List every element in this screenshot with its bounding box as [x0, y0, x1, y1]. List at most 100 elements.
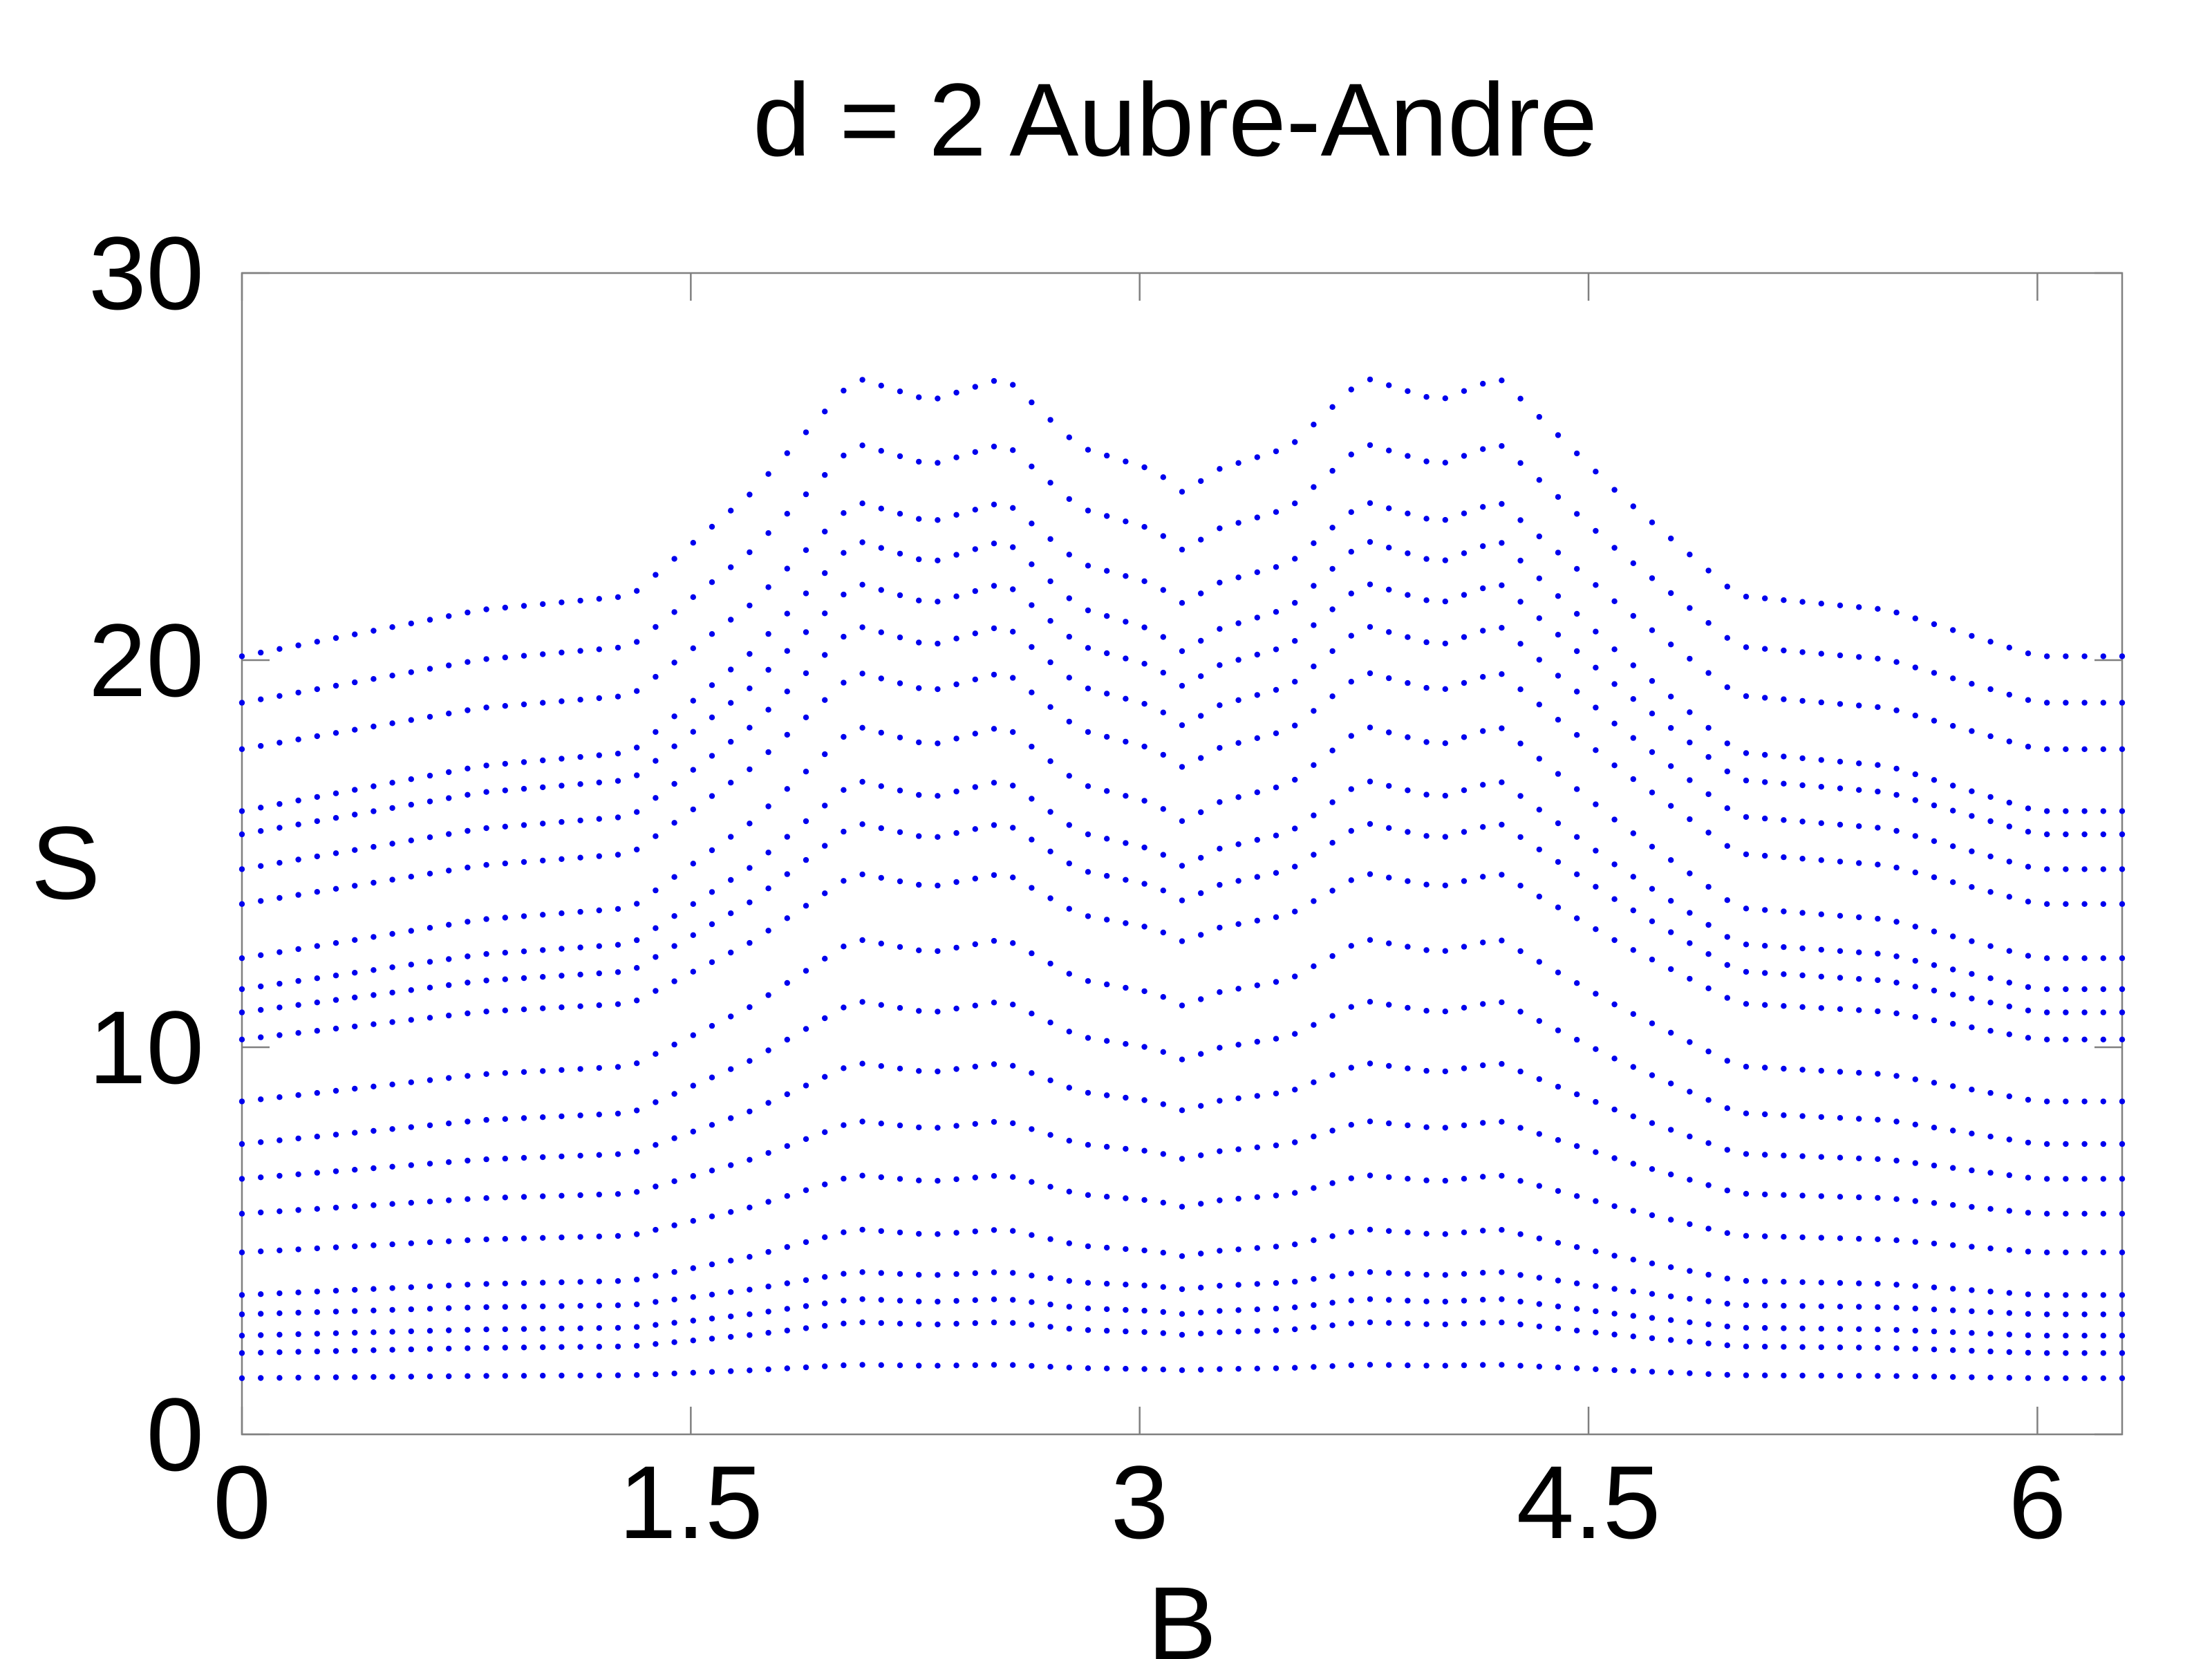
data-point — [2081, 1333, 2088, 1339]
data-point — [1311, 898, 1317, 904]
data-point — [1141, 624, 1147, 630]
data-point — [897, 388, 903, 395]
data-point — [577, 908, 583, 915]
data-point — [596, 1302, 602, 1309]
data-point — [427, 798, 433, 805]
data-point — [2081, 808, 2088, 814]
data-point — [1292, 1190, 1298, 1196]
data-point — [295, 1374, 301, 1381]
data-point — [238, 808, 245, 814]
data-point — [1517, 1178, 1524, 1184]
data-point — [1574, 980, 1580, 986]
data-point — [709, 847, 715, 854]
data-point — [859, 500, 865, 507]
data-point — [1235, 1329, 1241, 1335]
data-point — [822, 528, 828, 535]
data-point — [634, 772, 640, 778]
data-point — [1593, 1308, 1599, 1315]
data-point — [352, 994, 358, 1001]
data-point — [1912, 924, 1918, 930]
data-point — [1611, 487, 1618, 493]
data-point — [935, 460, 941, 466]
data-point — [1386, 505, 1392, 512]
data-point — [1536, 657, 1542, 663]
data-point — [465, 1157, 471, 1164]
data-point — [352, 1308, 358, 1314]
data-point — [408, 717, 414, 723]
data-point — [1499, 725, 1505, 731]
data-point — [1367, 1172, 1374, 1179]
data-point — [1442, 1068, 1448, 1075]
data-point — [1141, 743, 1147, 750]
data-point — [258, 805, 264, 811]
data-point — [1480, 1001, 1486, 1007]
data-point — [1010, 1062, 1016, 1069]
data-point — [238, 1176, 245, 1182]
data-point — [314, 1309, 320, 1315]
data-point — [991, 1227, 997, 1233]
data-point — [1160, 709, 1167, 715]
data-point — [1292, 973, 1298, 980]
data-point — [559, 973, 565, 979]
data-point — [1705, 1097, 1712, 1103]
data-point — [1950, 966, 1956, 973]
data-point — [653, 1183, 659, 1190]
data-point — [1461, 1297, 1468, 1304]
data-point — [1875, 1071, 1881, 1077]
data-point — [2025, 1096, 2032, 1103]
data-point — [2006, 894, 2012, 900]
data-point — [1123, 695, 1129, 702]
data-point — [1311, 1133, 1317, 1140]
data-point — [1893, 707, 1900, 713]
data-point — [1254, 836, 1261, 843]
data-point — [747, 1332, 753, 1338]
data-point — [2081, 1292, 2088, 1298]
data-point — [615, 969, 621, 975]
data-point — [784, 565, 791, 572]
data-point — [765, 749, 771, 756]
data-point — [1123, 840, 1129, 846]
data-point — [352, 631, 358, 637]
data-point — [1217, 845, 1223, 852]
data-point — [408, 928, 414, 934]
data-point — [1818, 1372, 1824, 1379]
data-point — [596, 907, 602, 914]
data-point — [1329, 1273, 1335, 1280]
data-point — [1198, 478, 1204, 485]
data-point — [1574, 450, 1580, 457]
data-point — [295, 1030, 301, 1036]
data-point — [1348, 679, 1355, 685]
data-point — [841, 1065, 847, 1071]
data-point — [1235, 1366, 1241, 1372]
data-point — [1574, 610, 1580, 617]
data-point — [2006, 1136, 2012, 1143]
data-point — [521, 1326, 527, 1332]
data-point — [878, 1270, 885, 1276]
data-point — [803, 1082, 809, 1089]
data-point — [446, 1282, 452, 1288]
data-point — [1931, 987, 1938, 994]
data-point — [1010, 940, 1016, 946]
data-point — [1198, 1103, 1204, 1109]
data-point — [841, 787, 847, 794]
data-point — [408, 669, 414, 675]
data-point — [1423, 1321, 1430, 1327]
data-point — [1348, 827, 1355, 834]
data-point — [991, 1173, 997, 1179]
data-point — [465, 827, 471, 834]
data-point — [521, 653, 527, 659]
data-point — [1799, 1067, 1806, 1073]
data-point — [2100, 901, 2106, 908]
data-point — [747, 650, 753, 657]
data-point — [1856, 604, 1862, 610]
data-point — [1536, 1301, 1542, 1307]
data-point — [841, 733, 847, 740]
data-point — [1668, 898, 1674, 904]
data-point — [972, 826, 979, 832]
data-point — [1987, 943, 1994, 949]
data-point — [671, 1320, 677, 1326]
data-point — [1818, 1067, 1824, 1074]
data-point — [559, 818, 565, 825]
data-point — [765, 584, 771, 590]
data-point — [1273, 979, 1280, 985]
